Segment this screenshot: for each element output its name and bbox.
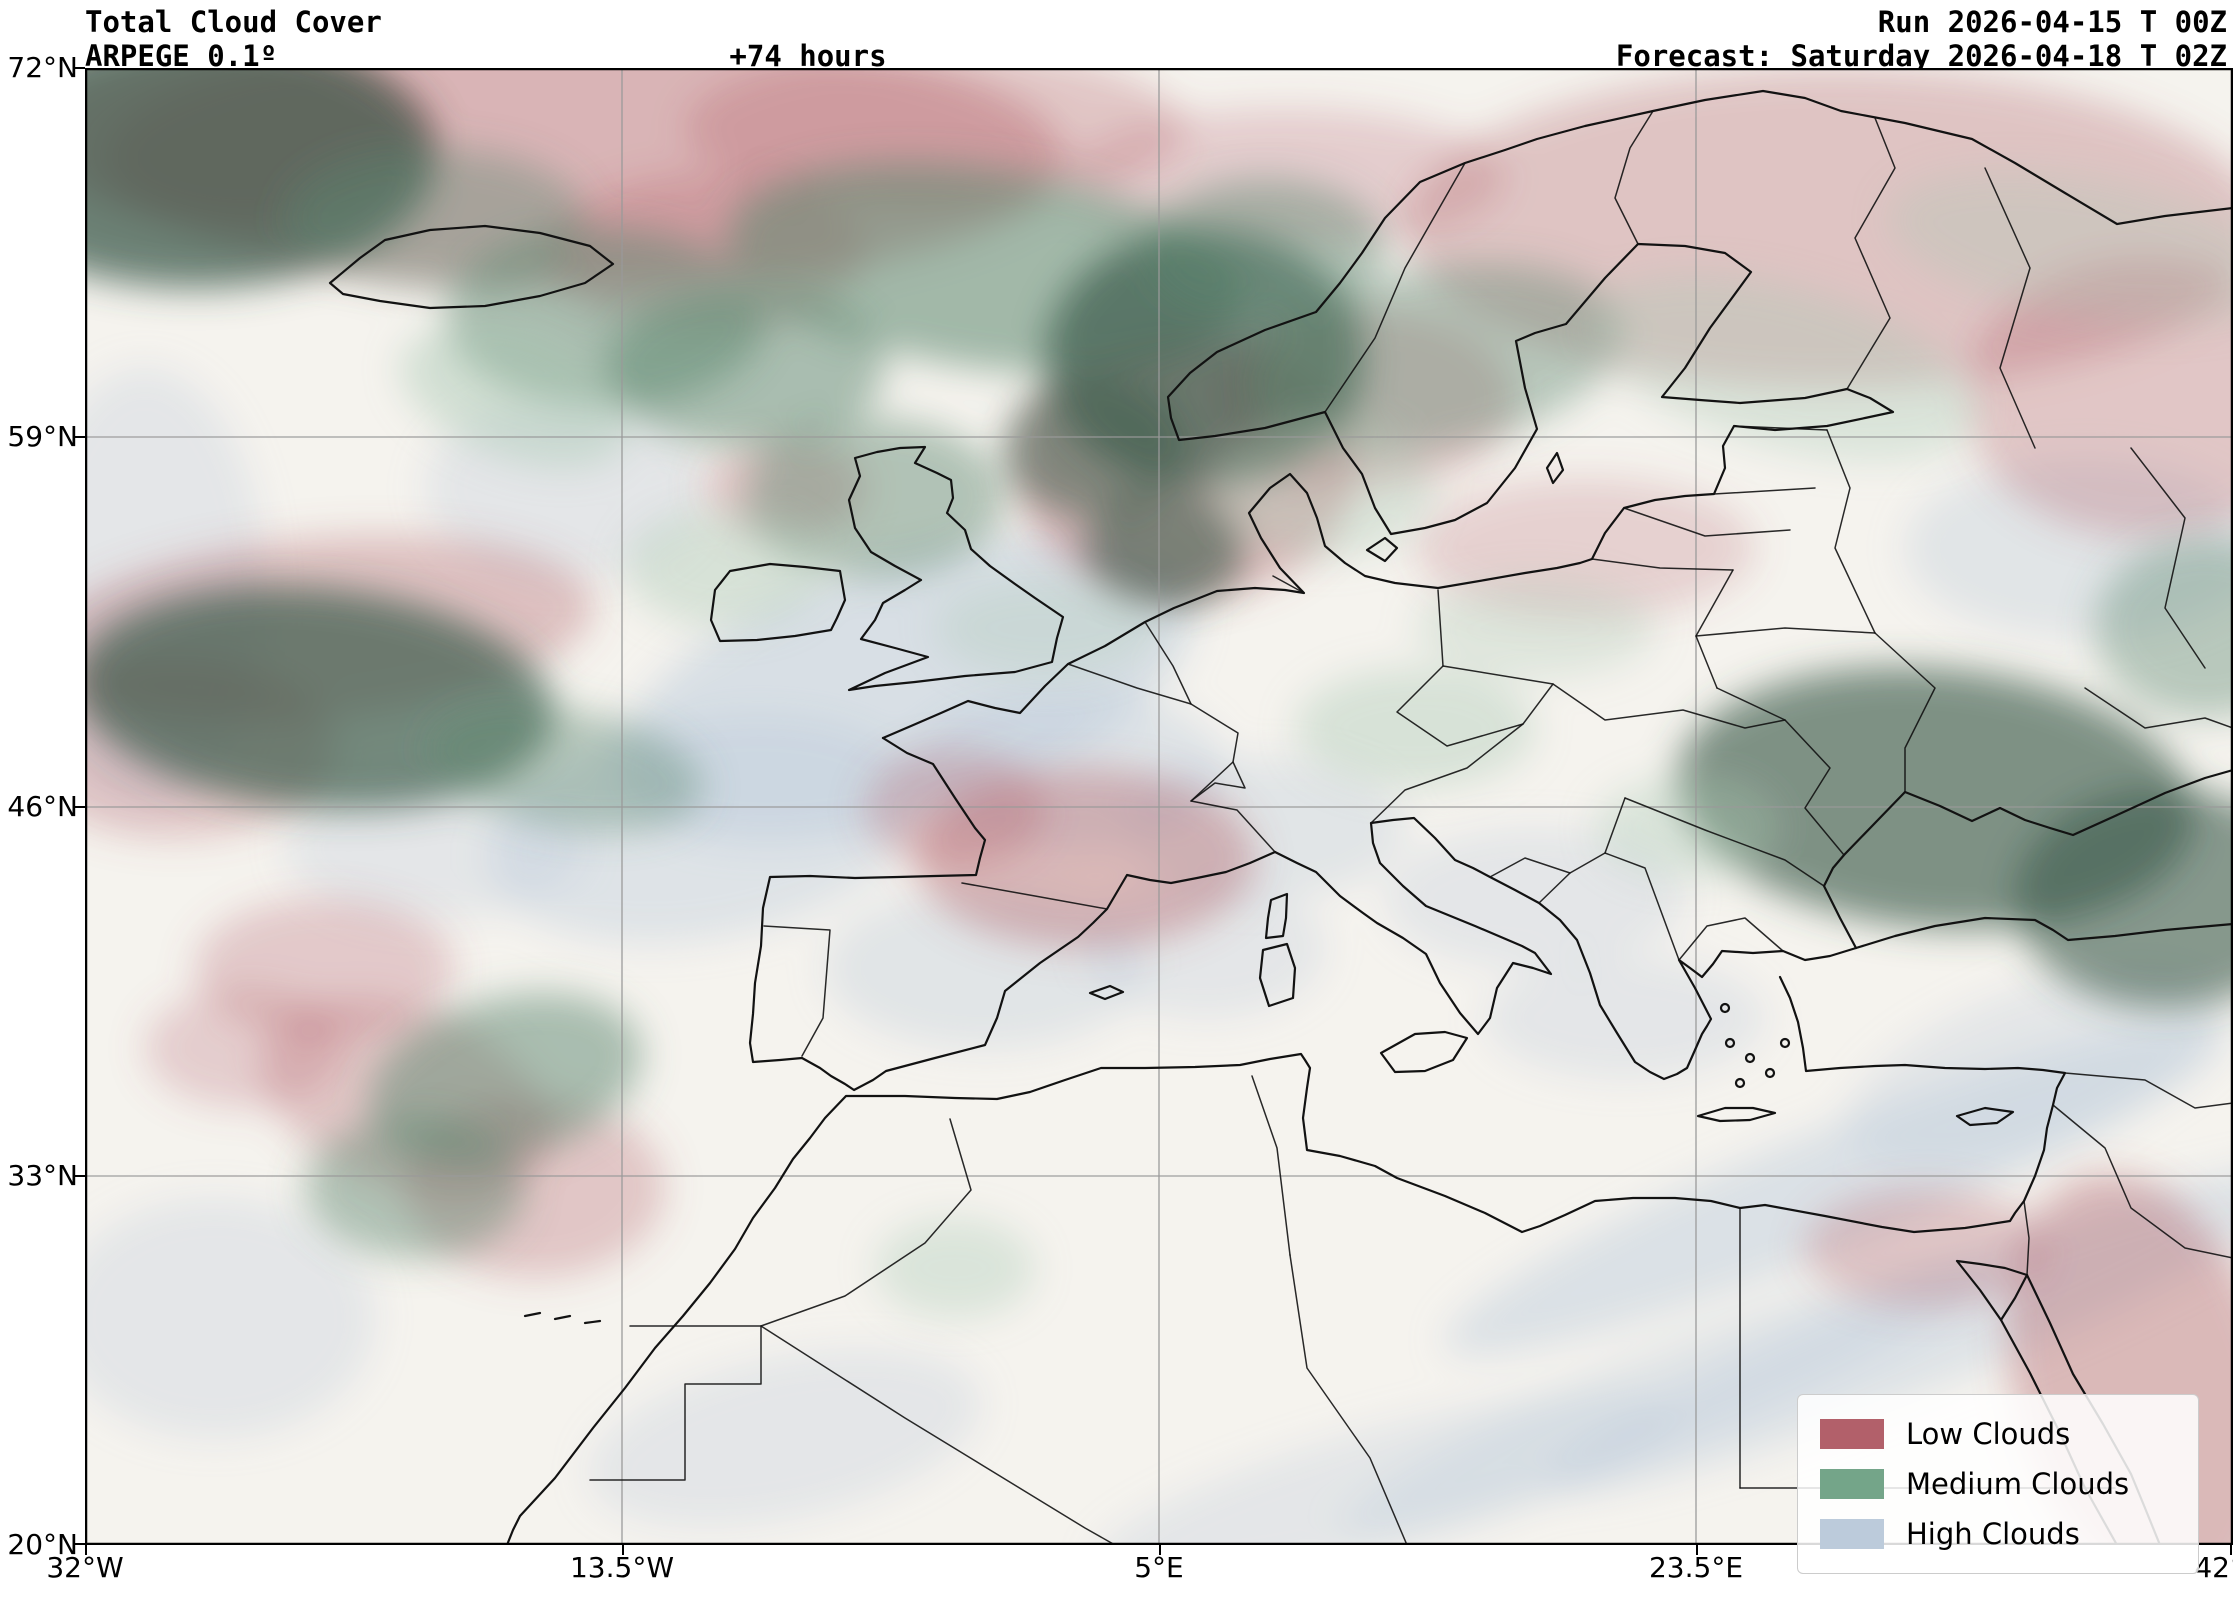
y-tick-label: 59°N — [7, 420, 78, 453]
y-tick-label: 20°N — [7, 1528, 78, 1561]
graticule — [85, 68, 2233, 1545]
lead-time-label: +74 hours — [729, 39, 887, 73]
legend-label: High Clouds — [1906, 1517, 2080, 1551]
y-tick-label: 46°N — [7, 790, 78, 823]
high-clouds-swatch — [1820, 1519, 1884, 1549]
coastlines — [328, 89, 2233, 1545]
tick-mark — [75, 67, 85, 69]
x-tick-label: 13.5°W — [569, 1551, 675, 1584]
cloud-cover-map — [85, 68, 2233, 1545]
x-tick-label: 32°W — [46, 1551, 124, 1584]
x-tick-label: 5°E — [1134, 1551, 1184, 1584]
map-frame — [85, 68, 2233, 1545]
legend-item-medium-clouds: Medium Clouds — [1820, 1459, 2176, 1509]
legend-item-low-clouds: Low Clouds — [1820, 1409, 2176, 1459]
legend-label: Low Clouds — [1906, 1417, 2071, 1451]
medium-clouds-layer — [85, 68, 2233, 1318]
map-title: Total Cloud Cover — [85, 5, 382, 39]
x-tick-label: 23.5°E — [1648, 1551, 1744, 1584]
tick-mark — [75, 806, 85, 808]
model-label: ARPEGE 0.1º — [85, 39, 278, 73]
tick-mark — [1696, 1545, 1698, 1555]
tick-mark — [75, 1175, 85, 1177]
tick-mark — [75, 1543, 85, 1545]
country-borders — [589, 110, 2233, 1545]
run-label: Run 2026-04-15 T 00Z — [1877, 5, 2227, 39]
tick-mark — [85, 1545, 87, 1555]
legend: Low Clouds Medium Clouds High Clouds — [1797, 1394, 2199, 1574]
low-clouds-swatch — [1820, 1419, 1884, 1449]
tick-mark — [1159, 1545, 1161, 1555]
y-tick-label: 33°N — [7, 1159, 78, 1192]
x-tick-label: 42°E — [2194, 1551, 2233, 1584]
y-tick-label: 72°N — [7, 51, 78, 84]
tick-mark — [2230, 1545, 2232, 1555]
map-plot-area: Low Clouds Medium Clouds High Clouds — [85, 68, 2233, 1574]
forecast-label: Forecast: Saturday 2026-04-18 T 02Z — [1615, 39, 2227, 73]
medium-clouds-swatch — [1820, 1469, 1884, 1499]
tick-mark — [622, 1545, 624, 1555]
legend-label: Medium Clouds — [1906, 1467, 2130, 1501]
tick-mark — [75, 436, 85, 438]
legend-item-high-clouds: High Clouds — [1820, 1509, 2176, 1559]
